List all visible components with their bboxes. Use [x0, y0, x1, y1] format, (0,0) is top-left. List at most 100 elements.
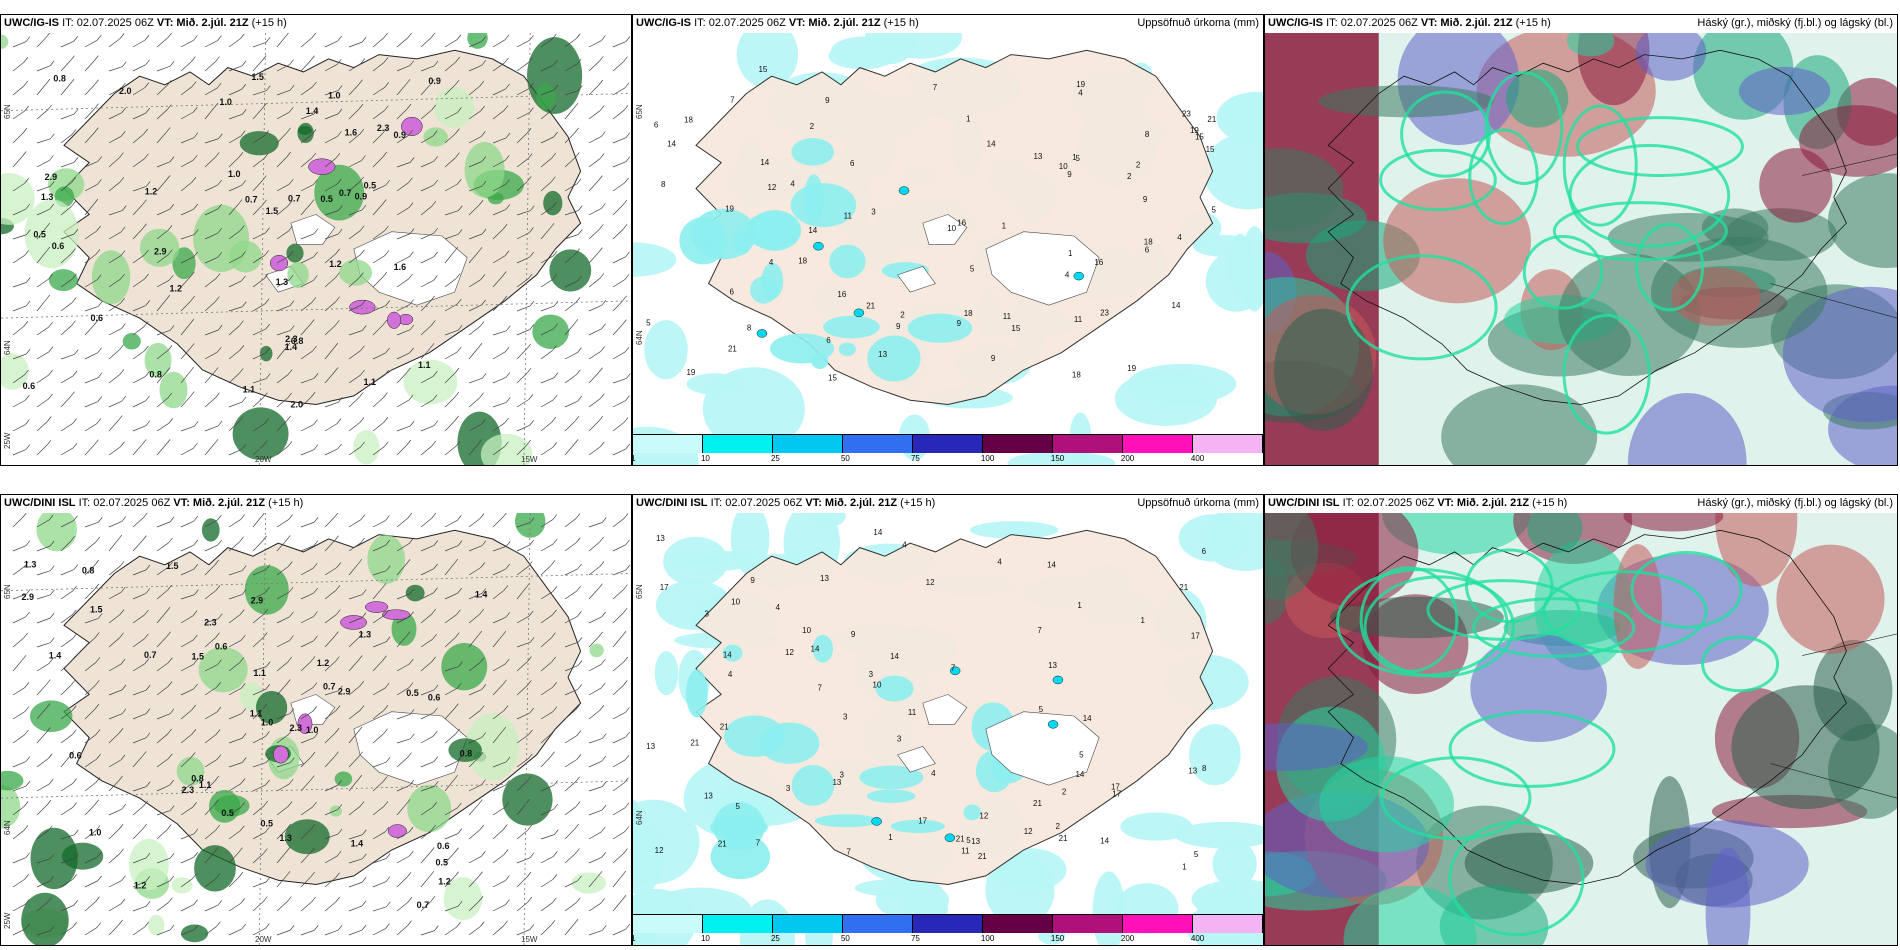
precip-rate-area: [467, 33, 488, 49]
wind-barb: [588, 781, 607, 792]
axis-label: 15W: [521, 455, 538, 464]
glacier: [922, 214, 968, 245]
wind-barb: [348, 58, 366, 72]
colorbar-label: 10: [700, 934, 710, 943]
wind-barb: [588, 131, 606, 144]
wind-barb: [468, 343, 483, 360]
wind-barb: [540, 656, 556, 672]
wind-barb: [420, 513, 437, 528]
wind-barb: [276, 586, 294, 600]
wind-barb: [60, 349, 79, 360]
low-cloud-contour: [1552, 201, 1728, 262]
low-cloud-contour: [1542, 570, 1708, 654]
wind-barb: [516, 57, 533, 72]
precip-rate-label: 1.2: [317, 658, 330, 668]
precip-rate-label: 0.5: [436, 857, 449, 867]
wind-barb: [12, 369, 29, 384]
wind-barb: [156, 631, 171, 648]
wind-barb: [180, 659, 198, 672]
precip-area: [970, 521, 1059, 539]
wind-barb: [564, 297, 581, 312]
wind-barb: [252, 661, 271, 672]
panel-subtitle: Háský (gr.), miðský (fj.bl.) og lágský (…: [1697, 17, 1893, 29]
wind-barb: [108, 344, 124, 360]
precip-area: [644, 320, 688, 380]
wind-barb: [252, 632, 268, 648]
wind-barb: [156, 753, 173, 768]
accum-precip-map-dini: UWC/DINI ISL IT: 02.07.2025 06Z VT: Mið.…: [632, 494, 1264, 946]
axis-label: 25W: [3, 912, 12, 929]
wind-barb: [420, 156, 439, 168]
wind-barb: [540, 682, 557, 696]
precip-rate-area: [159, 371, 188, 409]
wind-barb: [276, 200, 293, 216]
colorbar-label: 1: [633, 454, 635, 463]
wind-barb: [156, 897, 173, 912]
wind-barb: [324, 131, 342, 144]
precip-rate-area: [532, 314, 570, 349]
accum-precip-label: 4: [902, 541, 907, 550]
wind-barb: [612, 826, 630, 840]
wind-barb: [228, 657, 245, 672]
wind-barb: [444, 152, 460, 168]
wind-barb: [612, 156, 631, 168]
wind-barb: [180, 177, 197, 192]
init-time: IT: 02.07.2025 06Z: [710, 497, 803, 509]
wind-barb: [252, 175, 267, 192]
cloud-area: [1464, 832, 1594, 894]
accum-precip-label: 4: [728, 670, 733, 679]
high-precip-spot: [813, 241, 824, 251]
wind-barb: [252, 373, 271, 384]
accum-precip-label: 18: [684, 115, 693, 124]
wind-barb: [12, 825, 29, 840]
wind-barb: [492, 802, 510, 816]
precip-area: [890, 819, 945, 834]
wind-barb: [108, 176, 125, 192]
wind-barb: [228, 225, 245, 240]
precip-rate-area: [181, 924, 209, 943]
wind-barb: [396, 709, 415, 720]
wind-barb: [564, 823, 580, 840]
wind-barb: [12, 780, 31, 792]
wind-barb: [156, 924, 175, 936]
cloud-area: [1506, 69, 1569, 128]
wind-barb: [468, 705, 485, 720]
wind-barb: [588, 300, 607, 312]
map-canvas: [1265, 33, 1897, 465]
wind-barb: [84, 703, 100, 720]
wind-barb: [252, 848, 268, 864]
wind-barb: [108, 250, 126, 264]
wind-barb: [420, 781, 439, 792]
wind-barb: [516, 729, 533, 744]
wind-barb: [348, 325, 367, 336]
wind-barb: [276, 225, 293, 240]
accum-precip-label: 21: [720, 723, 729, 732]
precip-area: [633, 820, 663, 896]
precip-rate-area: [255, 690, 288, 725]
precip-area: [985, 854, 1055, 927]
accum-precip-label: 5: [1212, 205, 1217, 214]
wind-barb: [180, 421, 199, 432]
wind-barb: [36, 60, 55, 72]
wind-barb: [516, 273, 533, 288]
wind-barb: [108, 107, 126, 120]
wind-barb: [84, 127, 99, 144]
colorbar-label: 25: [770, 934, 780, 943]
wind-barb: [612, 680, 628, 696]
wind-barb: [396, 202, 414, 216]
low-cloud-contour: [1400, 90, 1491, 178]
wind-barb: [132, 199, 147, 216]
wind-barb: [156, 561, 173, 576]
wind-barb: [564, 58, 582, 72]
accum-precip-label: 3: [869, 670, 874, 679]
precip-rate-label: 1.2: [169, 284, 182, 294]
precip-rate-area: [543, 190, 563, 216]
cloud-area: [1558, 253, 1701, 377]
colorbar-label: 10: [700, 454, 710, 463]
wind-barb: [612, 346, 630, 360]
wind-barb: [84, 79, 99, 96]
panel-header: UWC/DINI ISL IT: 02.07.2025 06Z VT: Mið.…: [633, 495, 1263, 513]
wind-barb: [468, 439, 483, 456]
wind-barb: [132, 395, 150, 408]
accum-precip-label: 5: [736, 802, 741, 811]
